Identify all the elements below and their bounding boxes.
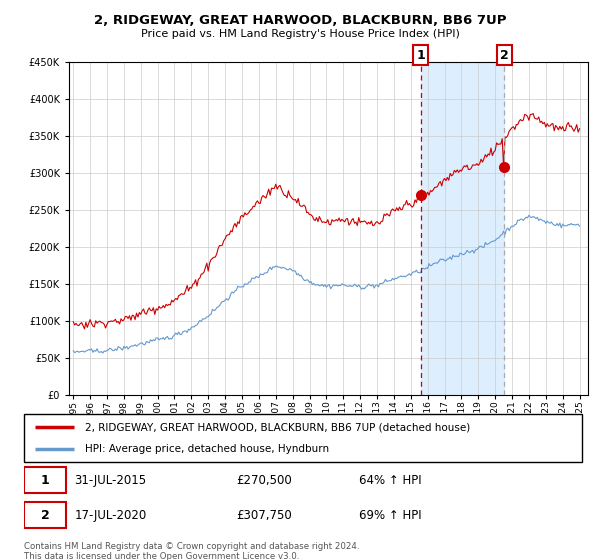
Text: 31-JUL-2015: 31-JUL-2015 [74,474,146,487]
Text: HPI: Average price, detached house, Hyndburn: HPI: Average price, detached house, Hynd… [85,444,329,454]
Text: 17-JUL-2020: 17-JUL-2020 [74,508,146,522]
Bar [421,62,504,395]
Text: £270,500: £270,500 [236,474,292,487]
Text: Contains HM Land Registry data © Crown copyright and database right 2024.
This d: Contains HM Land Registry data © Crown c… [24,542,359,560]
Text: 2: 2 [500,49,509,62]
Text: 1: 1 [41,474,49,487]
Text: 64% ↑ HPI: 64% ↑ HPI [359,474,421,487]
Text: 2: 2 [41,508,49,522]
Text: 1: 1 [416,49,425,62]
Text: £307,750: £307,750 [236,508,292,522]
Text: Price paid vs. HM Land Registry's House Price Index (HPI): Price paid vs. HM Land Registry's House … [140,29,460,39]
Text: 69% ↑ HPI: 69% ↑ HPI [359,508,421,522]
FancyBboxPatch shape [24,467,66,493]
Text: 2, RIDGEWAY, GREAT HARWOOD, BLACKBURN, BB6 7UP (detached house): 2, RIDGEWAY, GREAT HARWOOD, BLACKBURN, B… [85,422,470,432]
Text: 2, RIDGEWAY, GREAT HARWOOD, BLACKBURN, BB6 7UP: 2, RIDGEWAY, GREAT HARWOOD, BLACKBURN, B… [94,14,506,27]
FancyBboxPatch shape [24,502,66,528]
